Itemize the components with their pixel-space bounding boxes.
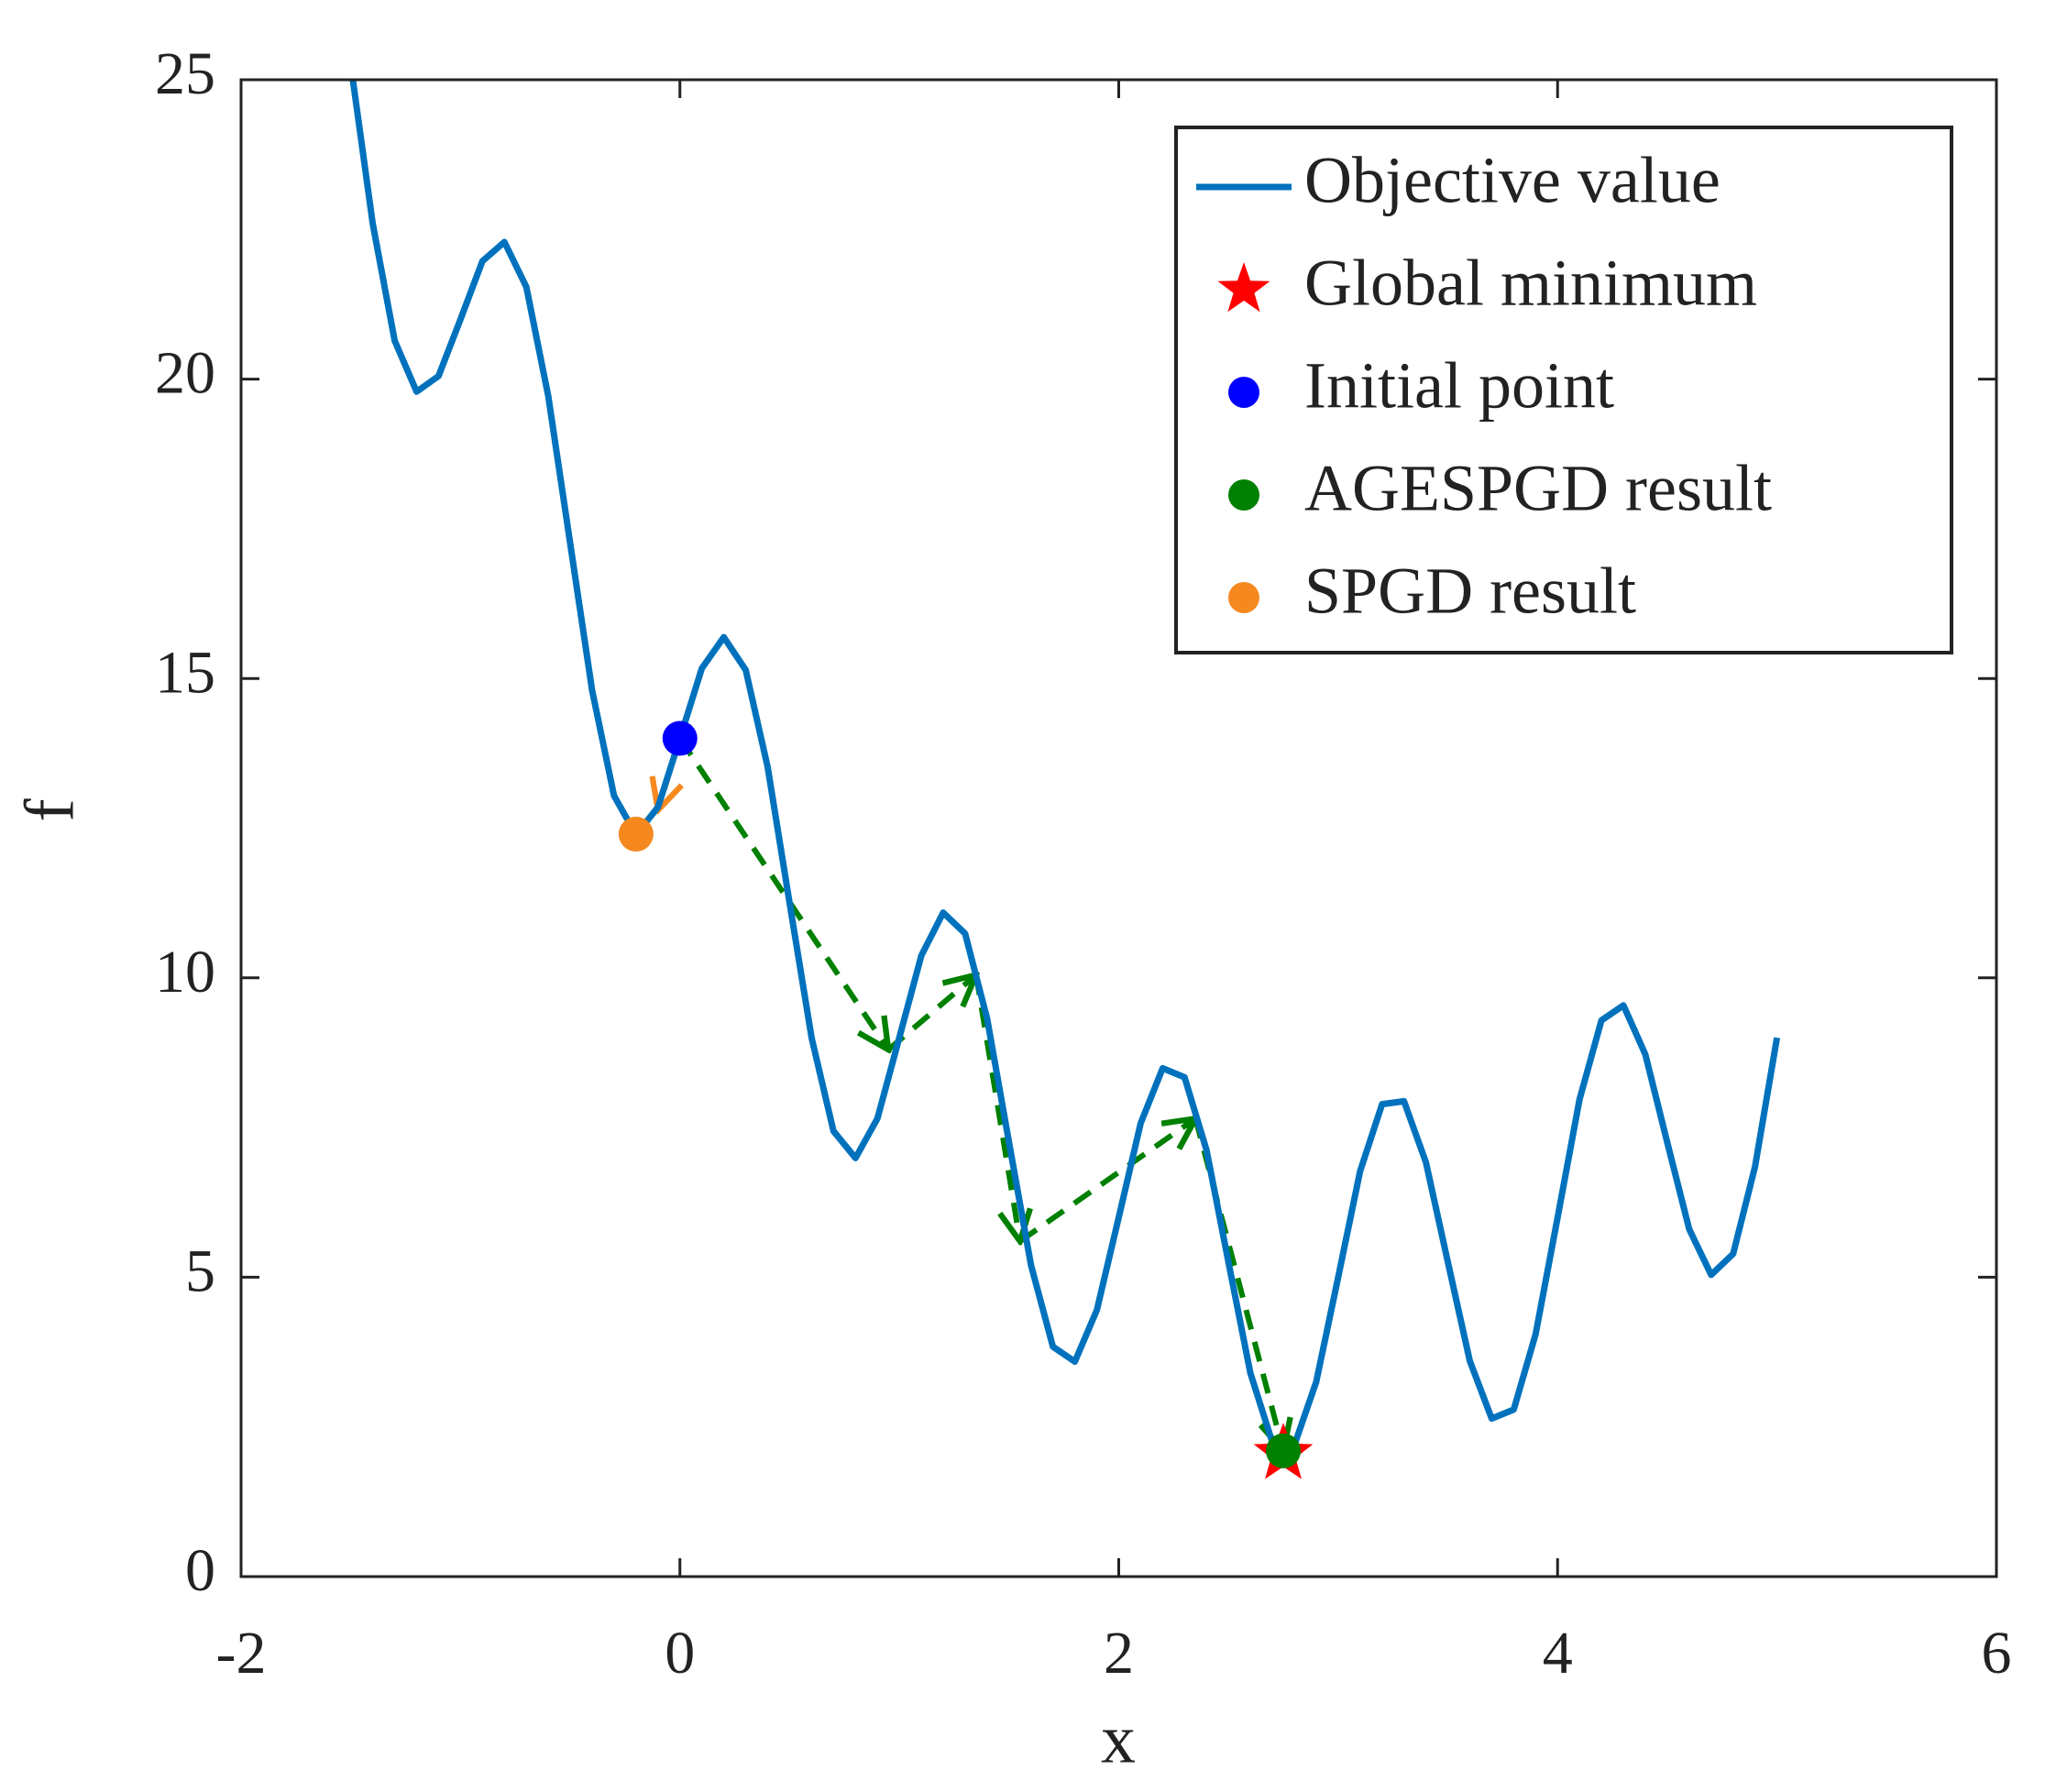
y-axis-label: f <box>11 798 88 822</box>
y-tick-label: 10 <box>155 939 215 1006</box>
legend-dot <box>1228 582 1259 613</box>
x-tick-label: 6 <box>1982 1620 2012 1687</box>
legend-label: SPGD result <box>1304 555 1636 628</box>
x-tick-label: 0 <box>665 1620 695 1687</box>
legend-box <box>1174 126 1953 654</box>
trajectory-segment <box>1193 1117 1283 1451</box>
axes-box <box>239 78 1998 1578</box>
x-tick-label: -2 <box>216 1620 267 1687</box>
trajectory-segment <box>973 974 1020 1242</box>
legend-label: AGESPGD result <box>1304 452 1772 525</box>
legend-dot <box>1228 479 1259 511</box>
y-tick-label: 15 <box>155 639 215 706</box>
point-marker <box>1266 1433 1302 1468</box>
x-axis-label: x <box>1101 1700 1136 1777</box>
x-tick-label: 2 <box>1104 1620 1134 1687</box>
trajectory-segment <box>1018 1118 1196 1244</box>
trajectory-segment <box>886 975 976 1052</box>
trajectory-segment <box>677 736 888 1050</box>
y-tick-label: 5 <box>185 1238 215 1305</box>
legend-label: Objective value <box>1304 144 1721 217</box>
y-tick-label: 0 <box>185 1537 215 1604</box>
legend-star <box>1217 262 1270 313</box>
x-tick-label: 4 <box>1543 1620 1573 1687</box>
objective-line <box>349 80 1781 1449</box>
legend-dot <box>1228 377 1259 408</box>
point-marker <box>618 817 654 852</box>
legend-label: Global minimum <box>1304 247 1757 320</box>
y-tick-label: 25 <box>155 40 215 107</box>
point-marker <box>662 720 698 756</box>
legend-label: Initial point <box>1304 349 1614 423</box>
y-tick-label: 20 <box>155 340 215 407</box>
